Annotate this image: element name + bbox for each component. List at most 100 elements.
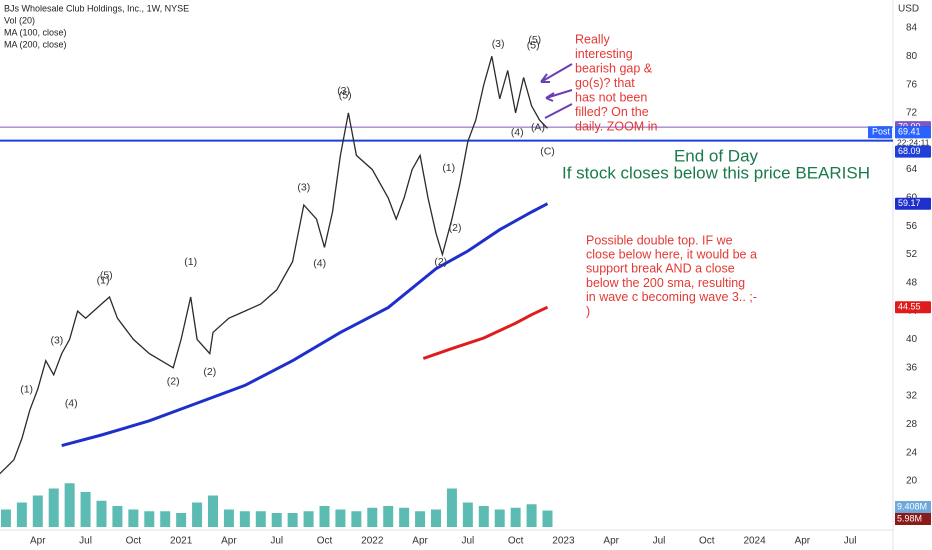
volume-bar <box>0 509 11 527</box>
volume-bar <box>80 492 91 527</box>
price-badge <box>895 301 931 314</box>
volume-bar <box>239 511 250 527</box>
arrow <box>544 103 573 119</box>
y-tick-label: 72 <box>906 108 918 119</box>
x-tick-label: Apr <box>412 536 428 547</box>
wave-label: (C) <box>540 146 555 158</box>
volume-bar <box>144 511 155 527</box>
annotation-arrows <box>540 63 573 119</box>
y-tick-label: 64 <box>906 164 918 175</box>
volume-bar <box>96 500 107 527</box>
volume-bar <box>399 507 410 527</box>
x-tick-label: Apr <box>221 536 237 547</box>
price-badge-label: 59.17 <box>898 198 921 208</box>
y-tick-label: 52 <box>906 249 918 260</box>
volume-bar <box>16 502 27 527</box>
price-badge-label: 68.09 <box>898 146 921 156</box>
annotation-text: filled? On the <box>575 105 649 119</box>
volume-badge <box>895 501 931 513</box>
wave-label: (5) <box>339 90 352 102</box>
price-badge <box>895 126 931 139</box>
volume-bar <box>478 506 489 527</box>
volume-bar <box>510 507 521 527</box>
volume-bar <box>32 495 43 527</box>
volume-bar <box>255 511 266 527</box>
wave-label: (3) <box>337 85 350 97</box>
annotation-text: If stock closes below this price BEARISH <box>562 163 870 182</box>
moving-average <box>422 305 549 360</box>
price-badge-time <box>895 138 931 149</box>
volume-bar <box>64 483 75 527</box>
volume-bar <box>367 507 378 527</box>
volume-bar <box>160 511 171 527</box>
y-tick-label: 40 <box>906 334 918 345</box>
volume-bar <box>526 504 537 527</box>
y-tick-label: 20 <box>906 476 918 487</box>
wave-label: (4) <box>65 398 78 410</box>
annotation-text: bearish gap & <box>575 61 653 75</box>
annotation-text: Really <box>575 32 610 46</box>
legend-ma200: MA (200, close) <box>4 39 67 49</box>
y-tick-label: 28 <box>906 419 918 430</box>
wave-label: (A) <box>531 122 545 134</box>
price-badge-label: 69.41 <box>898 127 921 137</box>
annotation-text: ) <box>586 304 590 318</box>
volume-bar <box>335 509 346 527</box>
wave-label: (2) <box>434 256 447 268</box>
x-tick-label: Oct <box>126 536 142 547</box>
price-badge <box>895 197 931 210</box>
volume-bar <box>112 506 123 527</box>
annotation-text: go(s)? that <box>575 76 635 90</box>
volume-bar <box>176 513 187 527</box>
volume-bar <box>446 488 457 527</box>
price-badge <box>895 145 931 158</box>
wave-label: (5) <box>100 270 113 282</box>
volume-bar <box>431 509 441 527</box>
wave-label: (1) <box>20 383 33 395</box>
wave-label: (4) <box>511 127 524 139</box>
moving-average <box>61 202 549 448</box>
volume-bar <box>494 509 505 527</box>
price-badge-tag <box>868 126 892 139</box>
wave-label: (4) <box>313 257 326 269</box>
price-badge-label: 44.55 <box>898 302 921 312</box>
volume-badge <box>895 513 931 525</box>
volume-bar <box>351 511 362 527</box>
volume-bar <box>128 509 139 527</box>
volume-bar <box>542 510 553 527</box>
x-tick-label: Oct <box>508 536 524 547</box>
volume-bar <box>287 513 298 527</box>
annotation-text: in wave c becoming wave 3.. ;- <box>586 290 757 304</box>
x-tick-label: Oct <box>317 536 333 547</box>
volume-bar <box>48 488 59 527</box>
x-tick-label: Apr <box>795 536 811 547</box>
y-tick-label: 76 <box>906 79 918 90</box>
annotation-text: below the 200 sma, resulting <box>586 276 745 290</box>
y-tick-label: 84 <box>906 23 918 34</box>
volume-bar <box>271 513 282 527</box>
arrow <box>540 63 573 83</box>
legend-volume: Vol (20) <box>4 15 35 25</box>
wave-label: (2) <box>449 222 462 234</box>
x-tick-label: Jul <box>844 536 857 547</box>
x-tick-label: Jul <box>461 536 474 547</box>
x-tick-label: Jul <box>270 536 283 547</box>
y-tick-label: 24 <box>906 447 918 458</box>
y-tick-label: 80 <box>906 51 918 62</box>
x-tick-label: Jul <box>79 536 92 547</box>
wave-label: (1) <box>442 162 455 174</box>
wave-label: (3) <box>492 38 505 50</box>
volume-bar <box>319 506 330 527</box>
y-tick-label: 56 <box>906 221 918 232</box>
x-tick-label: Jul <box>653 536 666 547</box>
annotation-text: daily. ZOOM in <box>575 119 657 133</box>
annotation-text: interesting <box>575 47 633 61</box>
x-tick-label: 2023 <box>552 536 575 547</box>
x-tick-label: Apr <box>30 536 46 547</box>
x-tick-label: Oct <box>699 536 715 547</box>
volume-badge-label: 5.98M <box>897 513 922 523</box>
wave-label: (3) <box>297 182 310 194</box>
price-badge-time-label: 22:24:11 <box>897 138 930 148</box>
wave-label: (5) <box>527 39 540 51</box>
